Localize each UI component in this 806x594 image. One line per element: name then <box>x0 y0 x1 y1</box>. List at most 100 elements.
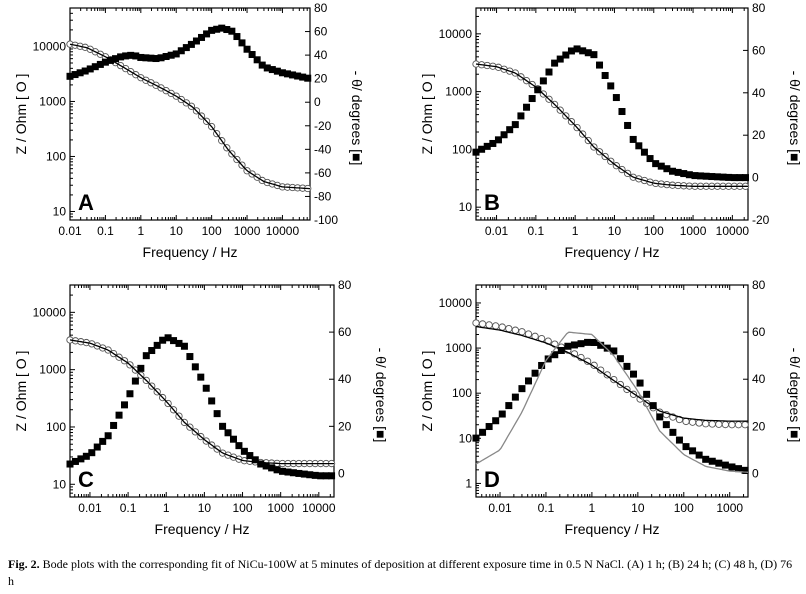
caption-label: Fig. 2. <box>8 557 40 571</box>
x-tick-label: 1 <box>589 501 596 515</box>
x-tick-label: 1000 <box>234 224 261 238</box>
fit-line <box>475 331 749 473</box>
marker-square <box>708 457 716 465</box>
y-tick-label: 10 <box>459 431 473 445</box>
marker-square <box>649 402 657 410</box>
x-tick-label: 0.01 <box>58 224 82 238</box>
marker-square <box>708 173 716 181</box>
marker-square <box>233 33 241 41</box>
marker-square <box>317 472 325 480</box>
x-tick-label: 10000 <box>716 224 750 238</box>
marker-square <box>680 170 688 178</box>
y2-tick-label: 0 <box>752 171 759 185</box>
marker-square <box>71 457 79 465</box>
x-tick-label: 10 <box>170 224 184 238</box>
fit-line <box>69 339 334 465</box>
marker-square <box>719 173 727 181</box>
marker-square <box>279 467 287 475</box>
series-3 <box>475 331 749 473</box>
y2-tick-label: 0 <box>338 466 345 480</box>
marker-square <box>147 54 155 62</box>
marker-square <box>590 338 598 346</box>
marker-square <box>596 61 604 69</box>
marker-square <box>636 379 644 387</box>
marker-square <box>223 26 231 34</box>
y-tick-label: 1000 <box>445 341 472 355</box>
x-tick-label: 1 <box>572 224 579 238</box>
marker-square <box>203 30 211 38</box>
marker-square <box>101 58 109 66</box>
marker-square <box>306 471 314 479</box>
marker-square <box>656 413 664 421</box>
panel-letter: B <box>484 190 500 215</box>
marker-square <box>523 103 531 111</box>
marker-square <box>208 397 216 405</box>
marker-circle <box>590 361 598 369</box>
marker-square <box>518 385 526 393</box>
marker-square <box>557 346 565 354</box>
x-tick-label: 1000 <box>716 501 743 515</box>
y2-tick-label: 20 <box>752 128 766 142</box>
panel-a: 0.01 0.1 1 10 100 1000 10000 10 100 1000 10000 -100… <box>13 1 365 260</box>
y2-tick-label: 80 <box>314 1 328 15</box>
marker-square <box>202 384 210 392</box>
x-tick-label: 100 <box>674 501 694 515</box>
y-tick-label: 10000 <box>439 27 473 41</box>
marker-square <box>142 54 150 62</box>
marker-square <box>603 344 611 352</box>
y2-tick-label: 0 <box>752 466 759 480</box>
marker-square <box>713 173 721 181</box>
marker-square <box>262 462 270 470</box>
marker-square <box>640 148 648 156</box>
panel-d: 0.01 0.1 1 10 100 1000 1 10 100 1000 10000 0 20 40 60 8… <box>419 278 803 537</box>
x-tick-label: 100 <box>233 501 253 515</box>
marker-square <box>494 136 502 144</box>
marker-square <box>213 410 221 418</box>
marker-square <box>162 53 170 61</box>
marker-square <box>187 40 195 48</box>
marker-square <box>311 471 319 479</box>
marker-square <box>152 55 160 63</box>
marker-square <box>71 71 79 79</box>
series-1 <box>475 63 748 187</box>
y2-tick-label: 20 <box>314 72 328 86</box>
marker-square <box>117 53 125 61</box>
marker-square <box>528 95 536 103</box>
marker-square <box>567 47 575 55</box>
marker-square <box>186 353 194 361</box>
marker-square <box>736 174 744 182</box>
marker-circle <box>498 323 506 331</box>
marker-circle <box>702 420 710 428</box>
marker-square <box>208 26 216 34</box>
marker-square <box>253 56 261 64</box>
marker-circle <box>715 420 723 428</box>
marker-square <box>479 428 487 436</box>
marker-square <box>472 148 480 156</box>
marker-square <box>263 64 271 72</box>
marker-square <box>219 422 227 430</box>
marker-square <box>127 51 135 59</box>
marker-square <box>735 465 743 473</box>
marker-circle <box>505 324 513 333</box>
marker-square <box>728 463 736 471</box>
marker-square <box>674 168 682 176</box>
marker-square <box>96 60 104 68</box>
figure-caption: Fig. 2. Bode plots with the correspondin… <box>8 556 798 590</box>
y-tick-label: 10 <box>459 200 473 214</box>
marker-square <box>498 410 506 418</box>
x-tick-label: 1000 <box>267 501 294 515</box>
marker-square <box>607 82 615 90</box>
marker-square <box>278 69 286 77</box>
marker-square <box>652 160 660 168</box>
marker-square <box>539 77 547 85</box>
marker-square <box>120 401 128 409</box>
marker-square <box>623 362 631 370</box>
y-axis-label: Z / Ohm [ O ] <box>419 74 435 155</box>
marker-square <box>246 452 254 460</box>
marker-square <box>258 61 266 69</box>
marker-square <box>295 469 303 477</box>
marker-square <box>294 72 302 80</box>
marker-square <box>741 174 749 182</box>
y-tick-label: 1000 <box>39 363 66 377</box>
marker-square <box>81 67 89 75</box>
